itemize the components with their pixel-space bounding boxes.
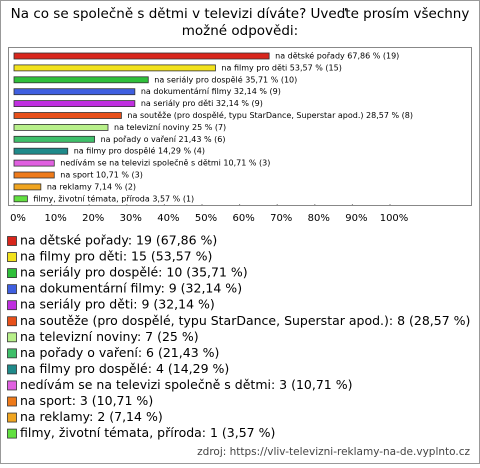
legend-swatch xyxy=(7,300,17,311)
legend-label: na filmy pro děti: 15 (53,57 %) xyxy=(20,249,212,264)
bar xyxy=(13,171,55,179)
legend-swatch xyxy=(7,252,17,262)
legend-swatch xyxy=(7,396,17,407)
bar-label: na seriály pro dospělé 35,71 % (10) xyxy=(154,74,297,84)
legend-label: na filmy pro dospělé: 4 (14,29 %) xyxy=(20,361,229,376)
x-tick-label: 50% xyxy=(195,213,217,224)
x-tick-label: 70% xyxy=(270,213,292,224)
legend-label: na reklamy: 2 (7,14 %) xyxy=(20,409,163,424)
legend-swatch xyxy=(7,284,17,295)
bar-label: na soutěže (pro dospělé, typu StarDance,… xyxy=(127,110,413,120)
legend-label: na sport: 3 (10,71 %) xyxy=(20,393,153,408)
x-tick-label: 30% xyxy=(120,213,142,224)
bar-label: nedívám se na televizi společně s dětmi … xyxy=(60,158,270,168)
bar xyxy=(13,147,69,155)
bar xyxy=(13,52,270,60)
bar xyxy=(13,112,122,119)
x-tick-label: 60% xyxy=(232,213,254,224)
legend-swatch xyxy=(7,236,17,246)
x-tick-label: 40% xyxy=(157,213,179,224)
bar-label: na pořady o vaření 21,43 % (6) xyxy=(101,135,226,144)
legend-swatch xyxy=(7,364,17,375)
legend-label: na seriály pro děti: 9 (32,14 %) xyxy=(20,297,215,312)
x-tick-label: 100% xyxy=(380,213,409,224)
legend-label: na pořady o vaření: 6 (21,43 %) xyxy=(20,345,219,360)
bar xyxy=(13,195,28,203)
bar-label: na seriály pro děti 32,14 % (9) xyxy=(141,99,263,108)
bar-label: na sport 10,71 % (3) xyxy=(60,171,143,180)
legend-label: nedívám se na televizi společně s dětmi:… xyxy=(20,377,352,392)
bar xyxy=(13,76,149,84)
legend-swatch xyxy=(7,316,17,327)
legend-label: na televizní noviny: 7 (25 %) xyxy=(20,329,199,344)
legend-swatch xyxy=(7,380,17,391)
x-tick-label: 80% xyxy=(308,213,330,224)
legend-swatch xyxy=(7,348,17,359)
bar xyxy=(13,183,42,191)
bar-label: na filmy pro dospělé 14,29 % (4) xyxy=(74,146,205,156)
chart-title: Na co se společně s dětmi v televizi dív… xyxy=(11,6,470,22)
bar-label: na reklamy 7,14 % (2) xyxy=(47,182,136,191)
bar-label: na dětské pořady 67,86 % (19) xyxy=(275,51,399,61)
legend-swatch xyxy=(7,332,17,343)
x-tick-label: 90% xyxy=(345,213,367,224)
legend-swatch xyxy=(7,428,17,439)
legend-label: na dětské pořady: 19 (67,86 %) xyxy=(20,233,217,248)
bar xyxy=(13,64,216,72)
legend-label: filmy, životní témata, příroda: 1 (3,57 … xyxy=(20,425,275,440)
bar xyxy=(13,135,95,143)
legend-swatch xyxy=(7,268,17,279)
bar-label: filmy, životní témata, příroda 3,57 % (1… xyxy=(33,193,194,203)
chart-title: možné odpovědi: xyxy=(182,23,298,39)
legend-label: na dokumentární filmy: 9 (32,14 %) xyxy=(20,281,242,296)
legend-swatch xyxy=(7,412,17,423)
x-tick-label: 0% xyxy=(10,213,26,224)
source: zdroj: https://vliv-televizni-reklamy-na… xyxy=(197,446,470,458)
bar-label: na filmy pro děti 53,57 % (15) xyxy=(221,63,341,72)
x-tick-label: 10% xyxy=(44,213,66,224)
bar xyxy=(13,88,136,96)
x-tick-label: 20% xyxy=(82,213,104,224)
bar-label: na televizní noviny 25 % (7) xyxy=(114,123,226,132)
legend-label: na seriály pro dospělé: 10 (35,71 %) xyxy=(20,265,248,280)
bar xyxy=(13,100,136,107)
legend-label: na soutěže (pro dospělé, typu StarDance,… xyxy=(20,313,470,328)
bar xyxy=(13,159,55,167)
bar xyxy=(13,124,109,131)
bar-label: na dokumentární filmy 32,14 % (9) xyxy=(141,87,281,96)
